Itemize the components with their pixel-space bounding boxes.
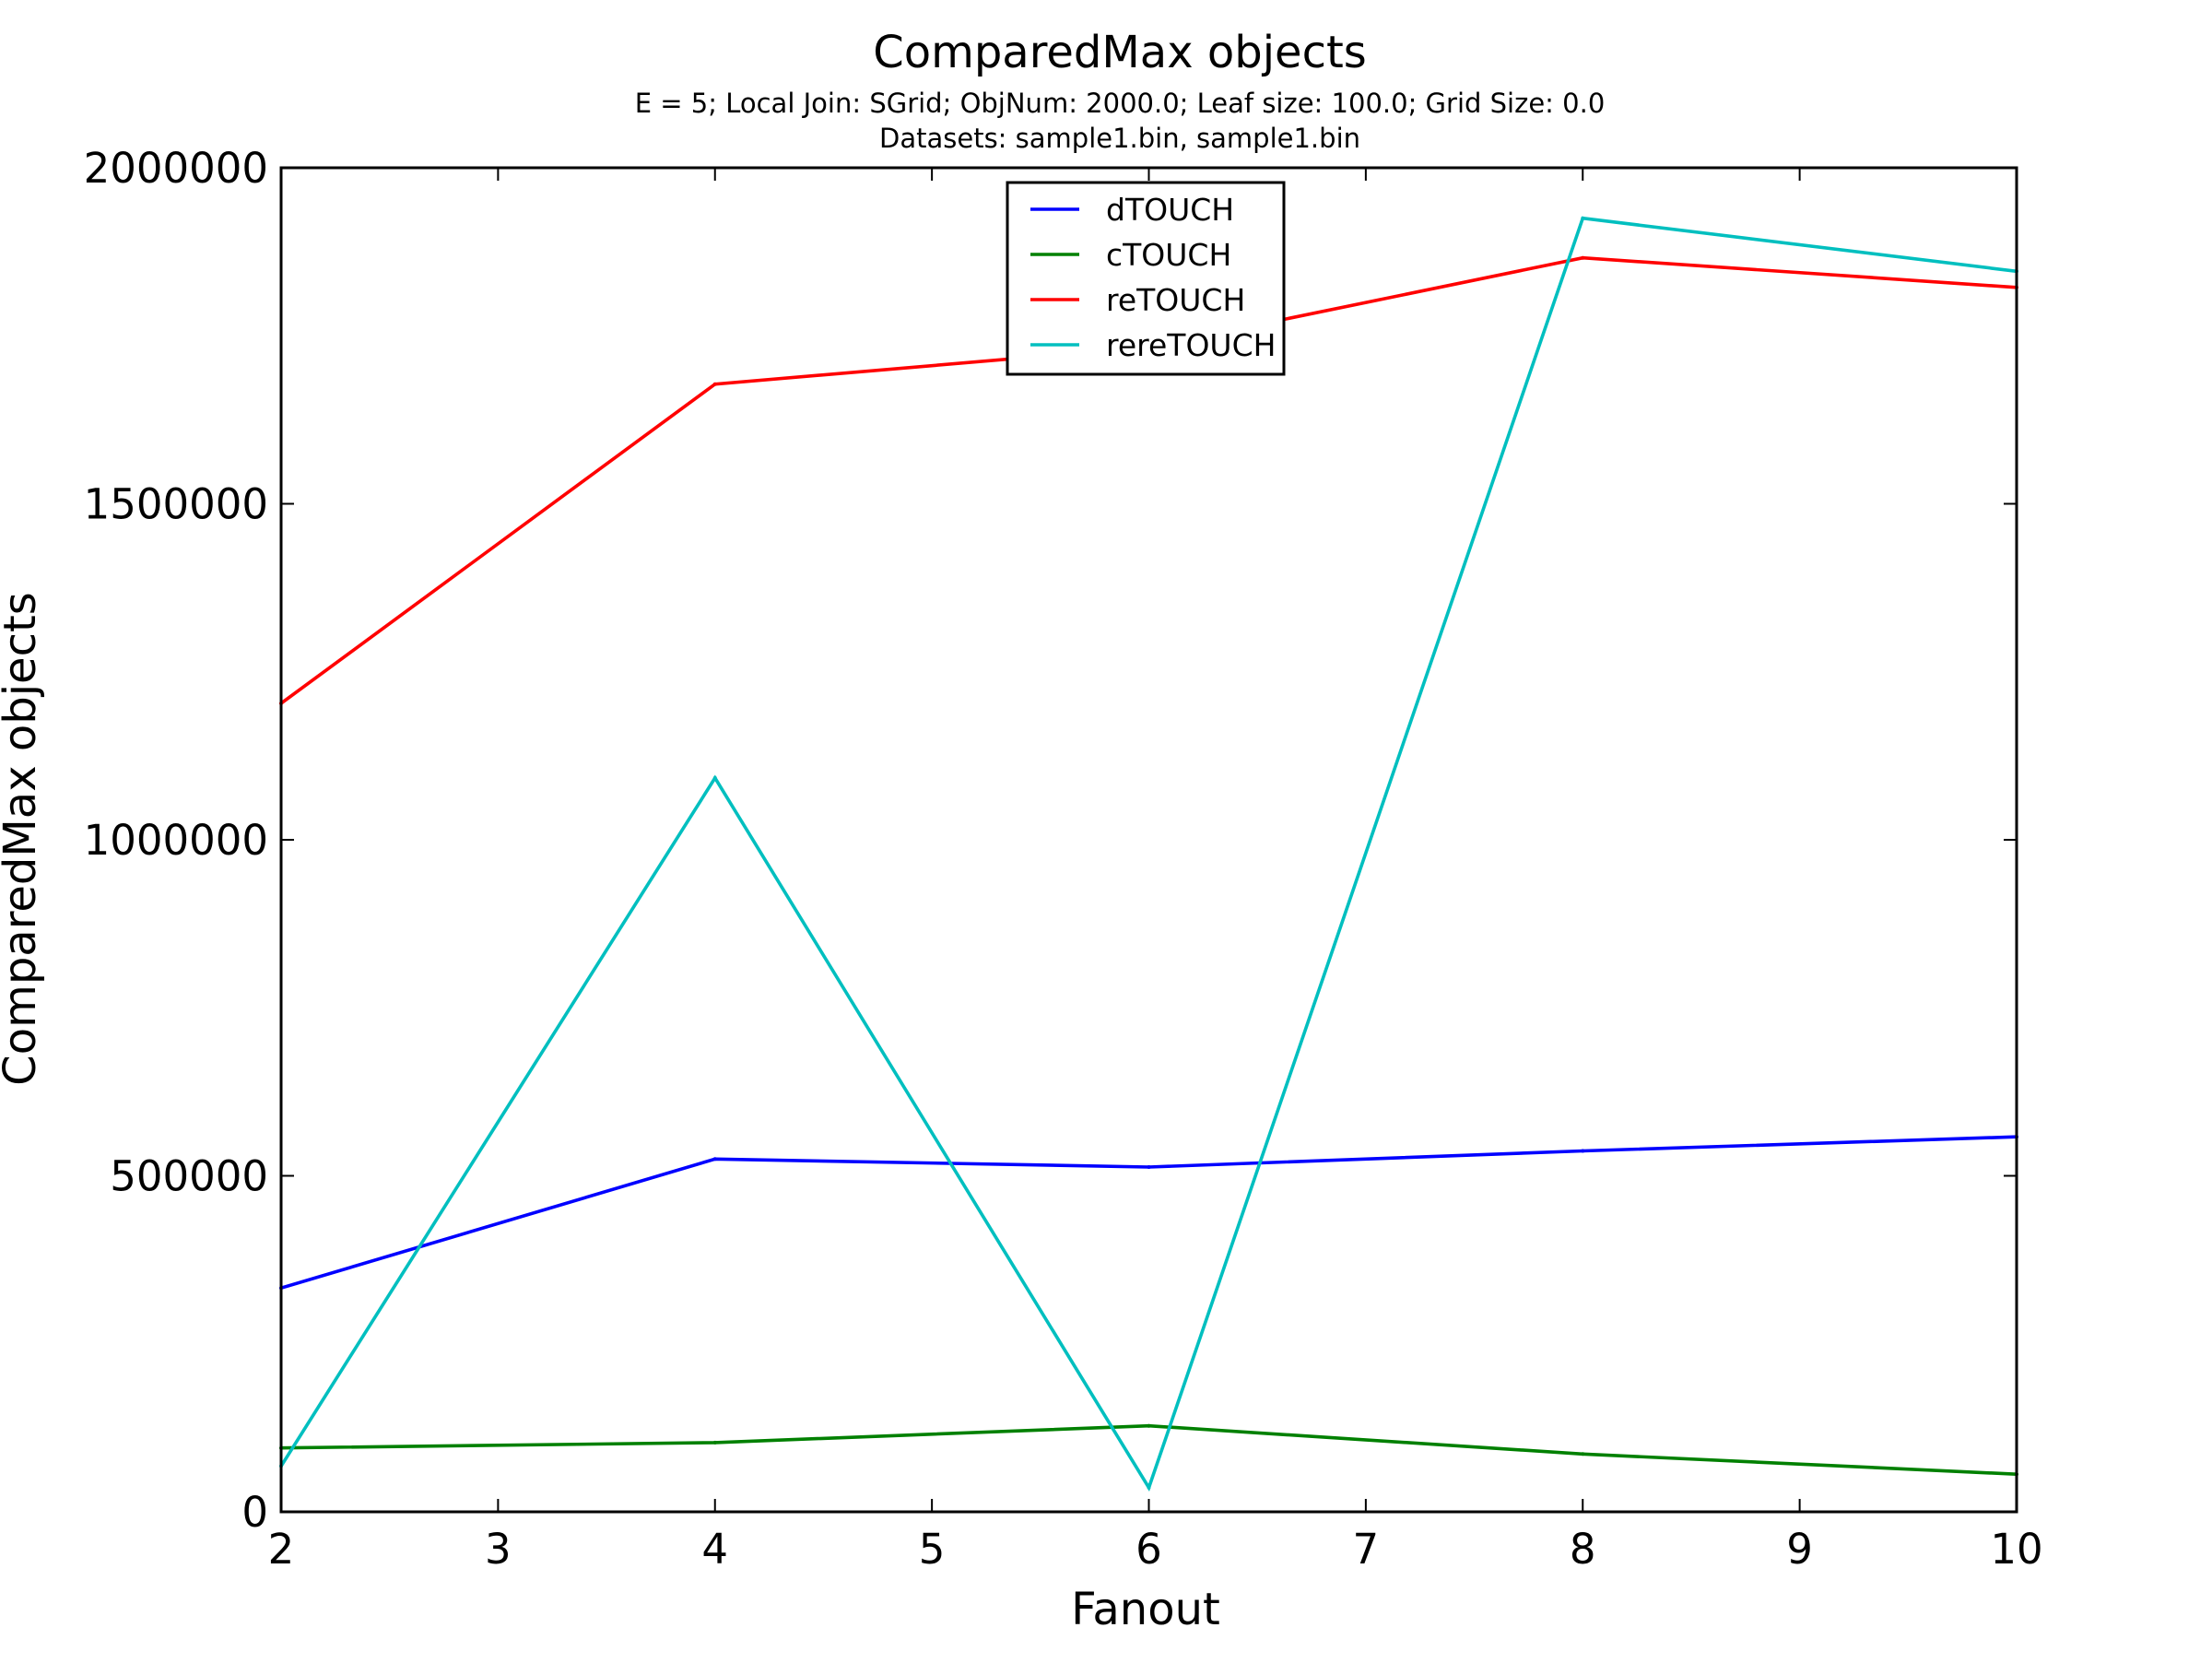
legend-item: cTOUCH [1030, 237, 1231, 273]
y-tick-label: 1500000 [84, 480, 268, 529]
x-tick-label: 9 [1786, 1525, 1813, 1574]
y-tick-label: 0 [241, 1488, 268, 1537]
legend: dTOUCH cTOUCH reTOUCH rereTOUCH [1006, 181, 1286, 376]
x-tick-label: 10 [1990, 1525, 2042, 1574]
series-line-reretouch [279, 216, 2018, 1492]
data-point-dtouch-1 [712, 1157, 717, 1162]
legend-item: rereTOUCH [1030, 327, 1276, 363]
legend-label: dTOUCH [1106, 192, 1234, 228]
data-point-ctouch-3 [1581, 1452, 1585, 1457]
series-line-dtouch [280, 1135, 2018, 1290]
data-point-reretouch-2 [1147, 1485, 1151, 1490]
data-point-ctouch-1 [712, 1440, 717, 1445]
x-axis-label: Fanout [1071, 1584, 1220, 1635]
data-point-dtouch-2 [1147, 1165, 1151, 1169]
chart-title: ComparedMax objects [873, 27, 1367, 78]
data-point-retouch-1 [712, 382, 717, 386]
series-line-ctouch [280, 1423, 2018, 1476]
y-tick-label: 1000000 [84, 816, 268, 865]
data-point-dtouch-3 [1581, 1149, 1585, 1153]
legend-item: dTOUCH [1030, 192, 1234, 228]
x-tick-label: 8 [1570, 1525, 1596, 1574]
legend-label: rereTOUCH [1106, 327, 1276, 363]
legend-label: cTOUCH [1106, 237, 1231, 273]
x-tick-label: 3 [485, 1525, 512, 1574]
data-point-reretouch-1 [712, 775, 717, 780]
x-tick-label: 7 [1353, 1525, 1380, 1574]
y-axis-label: ComparedMax objects [0, 592, 46, 1086]
legend-item: reTOUCH [1030, 282, 1245, 318]
data-point-retouch-3 [1581, 255, 1585, 260]
x-tick-label: 6 [1135, 1525, 1162, 1574]
data-point-reretouch-3 [1581, 216, 1585, 220]
chart-subtitle-line-1: E = 5; Local Join: SGrid; ObjNum: 2000.0… [635, 88, 1606, 119]
chart-subtitle-line-2: Datasets: sample1.bin, sample1.bin [879, 123, 1360, 154]
legend-label: reTOUCH [1106, 282, 1245, 318]
legend-box [1006, 181, 1286, 376]
x-tick-label: 5 [919, 1525, 946, 1574]
data-point-ctouch-2 [1147, 1423, 1151, 1428]
y-tick-label: 2000000 [84, 144, 268, 193]
x-tick-label: 2 [268, 1525, 295, 1574]
plot-area: 2 3 4 5 6 7 8 9 10 0 500000 1000000 1500000 2000000 dT… [84, 144, 2043, 1574]
x-tick-label: 4 [701, 1525, 728, 1574]
y-tick-label: 500000 [110, 1152, 268, 1201]
